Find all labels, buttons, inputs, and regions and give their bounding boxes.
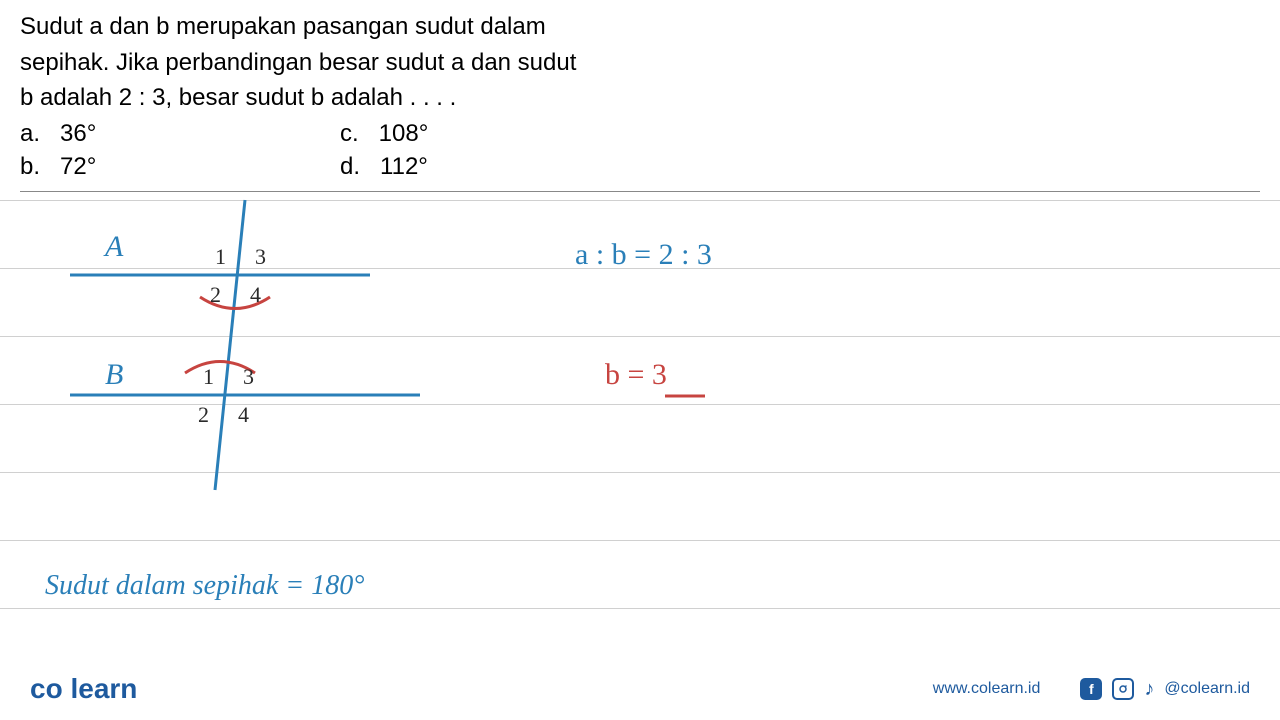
website-link: www.colearn.id <box>933 680 1041 698</box>
ruled-line <box>0 608 1280 609</box>
options-row-2: b. 72° d. 112° <box>20 150 1260 184</box>
angle-b2: 2 <box>198 402 209 428</box>
option-c: c. 108° <box>340 117 660 151</box>
angle-b1: 1 <box>203 364 214 390</box>
label-b: B <box>105 358 123 392</box>
option-b: b. 72° <box>20 150 340 184</box>
option-a: a. 36° <box>20 117 340 151</box>
footer-right: www.colearn.id f ♪ @colearn.id <box>933 678 1250 701</box>
option-d: d. 112° <box>340 150 660 184</box>
b-equals: b = 3 <box>605 358 667 392</box>
ratio-text: a : b = 2 : 3 <box>575 238 712 272</box>
instagram-icon <box>1112 678 1134 700</box>
logo: co learn <box>30 673 137 705</box>
angle-b4: 4 <box>238 402 249 428</box>
footer: co learn www.colearn.id f ♪ @colearn.id <box>0 673 1280 705</box>
facebook-icon: f <box>1080 678 1102 700</box>
social-handle: @colearn.id <box>1164 680 1250 698</box>
angle-a1: 1 <box>215 244 226 270</box>
options-row-1: a. 36° c. 108° <box>20 117 1260 151</box>
angle-a3: 3 <box>255 244 266 270</box>
label-a: A <box>105 230 123 264</box>
tiktok-icon: ♪ <box>1144 678 1154 701</box>
question-block: Sudut a dan b merupakan pasangan sudut d… <box>0 0 1280 189</box>
angle-a2: 2 <box>210 282 221 308</box>
question-line-1: Sudut a dan b merupakan pasangan sudut d… <box>20 10 1260 44</box>
angle-a4: 4 <box>250 282 261 308</box>
ruled-line <box>0 540 1280 541</box>
bottom-note: Sudut dalam sepihak = 180° <box>45 570 364 602</box>
angle-b3: 3 <box>243 364 254 390</box>
question-line-2: sepihak. Jika perbandingan besar sudut a… <box>20 46 1260 80</box>
question-line-3: b adalah 2 : 3, besar sudut b adalah . .… <box>20 81 1260 115</box>
